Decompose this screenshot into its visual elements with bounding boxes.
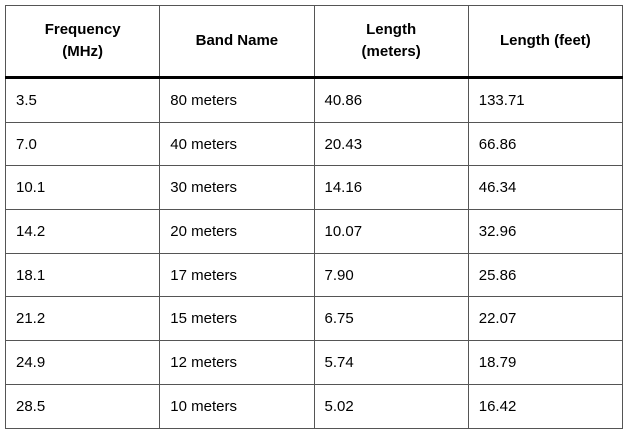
table-cell: 40.86 bbox=[313, 77, 469, 123]
table-cell: 40 meters bbox=[159, 121, 315, 167]
table-cell: 32.96 bbox=[467, 209, 624, 254]
table-cell: 14.16 bbox=[313, 165, 469, 211]
table-cell: 20.43 bbox=[313, 121, 469, 167]
table-cell: 5.74 bbox=[313, 340, 469, 385]
table-cell: 12 meters bbox=[159, 340, 315, 385]
header-text: Frequency (MHz) bbox=[44, 21, 121, 60]
header-cell: Frequency (MHz) bbox=[4, 5, 161, 79]
table-row: 24.9 12 meters 5.74 18.79 bbox=[4, 340, 624, 385]
table-row: 21.2 15 meters 6.75 22.07 bbox=[4, 296, 624, 342]
table-cell: 66.86 bbox=[467, 121, 624, 167]
table-cell: 30 meters bbox=[159, 165, 315, 211]
header-cell: Band Name bbox=[159, 5, 315, 79]
table-cell: 21.2 bbox=[4, 296, 161, 342]
table-cell: 133.71 bbox=[467, 77, 624, 123]
table-cell: 10.07 bbox=[313, 209, 469, 254]
table-cell: 46.34 bbox=[467, 165, 624, 211]
table-cell: 15 meters bbox=[159, 296, 315, 342]
table-cell: 25.86 bbox=[467, 252, 624, 298]
header-text: Length (feet) bbox=[499, 32, 591, 49]
table-cell: 5.02 bbox=[313, 383, 469, 429]
table-cell: 10 meters bbox=[159, 383, 315, 429]
table-cell: 18.1 bbox=[4, 252, 161, 298]
header-row: Frequency (MHz) Band Name Length (meters) L… bbox=[4, 5, 624, 79]
table-cell: 14.2 bbox=[4, 209, 161, 254]
header-cell: Length (feet) bbox=[467, 5, 624, 79]
table-row: 3.5 80 meters 40.86 133.71 bbox=[4, 77, 624, 123]
table-cell: 28.5 bbox=[4, 383, 161, 429]
header-text: Band Name bbox=[195, 32, 279, 49]
header-text: Length (meters) bbox=[361, 21, 421, 60]
table-cell: 18.79 bbox=[467, 340, 624, 385]
table-header: Frequency (MHz) Band Name Length (meters) L… bbox=[4, 5, 624, 79]
header-cell: Length (meters) bbox=[313, 5, 469, 79]
table-cell: 80 meters bbox=[159, 77, 315, 123]
table-row: 7.0 40 meters 20.43 66.86 bbox=[4, 121, 624, 167]
table-cell: 24.9 bbox=[4, 340, 161, 385]
table-cell: 20 meters bbox=[159, 209, 315, 254]
table-row: 10.1 30 meters 14.16 46.34 bbox=[4, 165, 624, 211]
data-table: Frequency (MHz) Band Name Length (meters) L… bbox=[4, 5, 624, 429]
table-cell: 22.07 bbox=[467, 296, 624, 342]
table-cell: 7.0 bbox=[4, 121, 161, 167]
table-cell: 7.90 bbox=[313, 252, 469, 298]
table-cell: 6.75 bbox=[313, 296, 469, 342]
table-cell: 10.1 bbox=[4, 165, 161, 211]
table-cell: 17 meters bbox=[159, 252, 315, 298]
table-row: 18.1 17 meters 7.90 25.86 bbox=[4, 252, 624, 298]
table-row: 28.5 10 meters 5.02 16.42 bbox=[4, 383, 624, 429]
table-row: 14.2 20 meters 10.07 32.96 bbox=[4, 209, 624, 254]
table-cell: 3.5 bbox=[4, 77, 161, 123]
table-cell: 16.42 bbox=[467, 383, 624, 429]
table-body: 3.5 80 meters 40.86 133.71 7.0 40 meters 20.43… bbox=[4, 77, 624, 429]
